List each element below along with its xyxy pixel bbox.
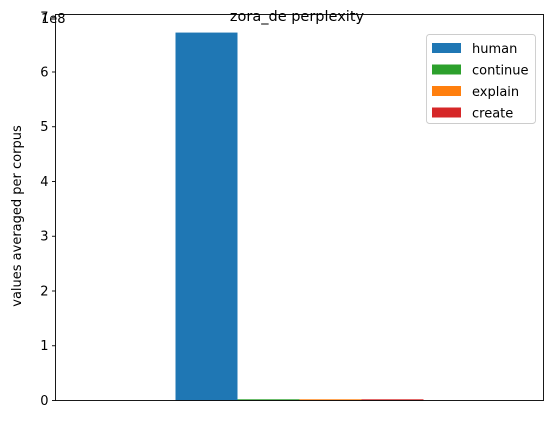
legend-swatch-continue — [432, 64, 461, 75]
y-axis-ticks: 0 1 2 3 4 5 6 7 — [40, 11, 56, 409]
legend-box — [426, 34, 536, 124]
y-scale-label: 1e8 — [41, 12, 66, 27]
y-tick-label: 6 — [40, 65, 48, 80]
legend[interactable]: human continue explain create — [426, 34, 536, 124]
y-tick-label: 4 — [40, 175, 48, 190]
plot-frame — [55, 14, 544, 401]
chart-title: zora_de perplexity — [230, 9, 365, 25]
y-tick-label: 2 — [40, 284, 48, 299]
y-tick-label: 7 — [40, 11, 48, 26]
y-tick-label: 1 — [40, 339, 48, 354]
legend-label-human: human — [472, 42, 517, 57]
bar-explain — [299, 399, 362, 401]
y-tick-label: 5 — [40, 120, 48, 135]
bar-human — [175, 32, 238, 401]
bar-create — [361, 399, 424, 401]
y-tick-label: 3 — [40, 230, 48, 245]
legend-swatch-create — [432, 107, 461, 118]
legend-swatch-human — [432, 43, 461, 53]
legend-label-continue: continue — [472, 64, 529, 79]
legend-swatch-explain — [432, 86, 461, 96]
legend-label-explain: explain — [472, 85, 519, 100]
y-axis-title: values averaged per corpus — [10, 125, 25, 307]
legend-label-create: create — [472, 107, 513, 122]
bar-continue — [237, 399, 300, 401]
bars-group — [175, 32, 424, 401]
y-tick-label: 0 — [40, 394, 48, 409]
